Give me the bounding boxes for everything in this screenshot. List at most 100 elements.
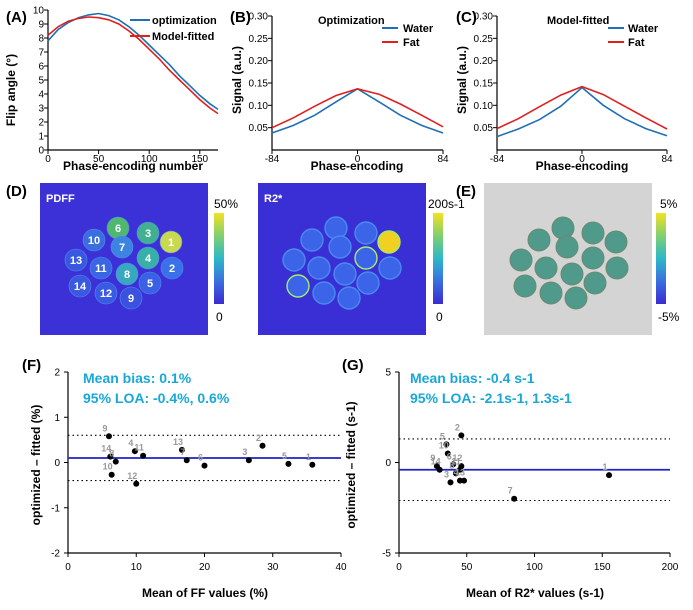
data-point (183, 457, 190, 464)
panel-label-b: (B) (230, 9, 251, 26)
panel-label-a: (A) (6, 9, 27, 26)
data-point (140, 452, 147, 459)
x-tick-label: 10 (131, 562, 143, 573)
vial (581, 246, 605, 270)
vial (94, 281, 118, 305)
vial (159, 230, 183, 254)
point-label: 14 (431, 457, 441, 467)
y-tick-label: 10 (33, 6, 45, 17)
point-label: 10 (103, 462, 113, 472)
y-tick-label: 1 (38, 132, 44, 143)
r2-colorbar: 200s-1 0 (428, 197, 465, 324)
vial (354, 246, 378, 270)
panel-b-xlabel: Phase-encoding (311, 159, 404, 173)
vial (513, 274, 537, 298)
vial (527, 228, 551, 252)
panel-c-legend: Water Fat (608, 23, 659, 49)
vial (138, 271, 162, 295)
x-tick-label: 30 (267, 562, 279, 573)
vial (377, 230, 401, 254)
point-label: 3 (242, 447, 247, 457)
vial-number: 11 (95, 263, 107, 275)
x-tick-label: 0 (65, 562, 71, 573)
vial (583, 271, 607, 295)
point-label: 7 (508, 486, 513, 496)
x-tick-label: 40 (335, 562, 347, 573)
vial (551, 216, 575, 240)
y-tick-label: 2 (54, 368, 60, 379)
panel-c-title: Model-fitted (547, 15, 609, 27)
panel-c-ylabel: Signal (a.u.) (455, 46, 469, 114)
data-point (444, 450, 451, 457)
legend-fat-c: Fat (628, 37, 645, 49)
y-tick-label: 0.05 (249, 123, 269, 134)
data-point (112, 458, 119, 465)
vial-number: 10 (88, 235, 100, 247)
vial (115, 262, 139, 286)
point-label: 2 (256, 433, 261, 443)
data-point (450, 461, 457, 468)
point-label: 4 (128, 438, 133, 448)
y-tick-label: 0.20 (249, 56, 269, 67)
x-tick-label: 0 (579, 154, 585, 165)
vial (119, 286, 143, 310)
point-label: 12 (127, 471, 137, 481)
point-label: 8 (449, 460, 454, 470)
data-point (456, 466, 463, 473)
difference-colorbar: 5% -5% (656, 197, 680, 324)
x-tick-label: 150 (191, 154, 208, 165)
point-label: 3 (444, 469, 449, 479)
vial (356, 271, 380, 295)
data-point (447, 479, 454, 486)
vial (300, 228, 324, 252)
pdff-colorbar-min: 0 (216, 310, 223, 324)
vial (555, 235, 579, 259)
data-point (461, 477, 468, 484)
panel-c-xlabel: Phase-encoding (536, 159, 629, 173)
panel-a-legend: optimization Model-fitted (130, 15, 217, 43)
data-point (443, 441, 450, 448)
data-point (178, 446, 185, 453)
y-tick-label: 0.30 (249, 12, 269, 23)
point-label: 13 (173, 437, 183, 447)
y-tick-label: 7 (38, 48, 44, 59)
y-tick-label: 1 (54, 413, 60, 424)
vial (110, 235, 134, 259)
y-tick-label: 5 (38, 76, 44, 87)
y-tick-label: 0 (38, 146, 44, 157)
panel-f-bias: Mean bias: 0.1% (83, 370, 192, 386)
panel-f-ylabel: optimized – fitted (%) (29, 405, 43, 526)
vial (286, 274, 310, 298)
data-point (201, 462, 208, 469)
point-label: 6 (447, 451, 452, 461)
point-label: 11 (451, 457, 461, 467)
vial (328, 235, 352, 259)
y-tick-label: 8 (38, 34, 44, 45)
panel-b-title: Optimization (318, 15, 385, 27)
vial (89, 256, 113, 280)
vial (324, 216, 348, 240)
panel-g-bias: Mean bias: -0.4 s-1 (410, 370, 535, 386)
x-tick-label: 0 (355, 154, 361, 165)
x-tick-label: 50 (93, 154, 105, 165)
data-point (606, 472, 613, 479)
vial (333, 262, 357, 286)
legend-optimization: optimization (152, 15, 217, 27)
y-tick-label: 0.05 (474, 123, 494, 134)
data-point (259, 442, 266, 449)
point-label: 14 (101, 444, 111, 454)
series-line-water (271, 87, 444, 134)
pdff-image: PDFF 6 3 1 10 7 4 2 13 11 8 5 14 12 9 (40, 183, 208, 335)
r2-colorbar-max: 200s-1 (428, 197, 465, 211)
panel-a-xlabel: Phase-encoding number (63, 159, 203, 173)
vial (312, 281, 336, 305)
y-tick-label: 4 (38, 90, 44, 101)
vial-number: 6 (115, 223, 121, 235)
x-tick-label: 50 (461, 562, 473, 573)
data-point (107, 453, 114, 460)
r2-phantom (282, 216, 402, 310)
y-tick-label: 0.15 (474, 79, 494, 90)
point-label: 10 (439, 440, 449, 450)
